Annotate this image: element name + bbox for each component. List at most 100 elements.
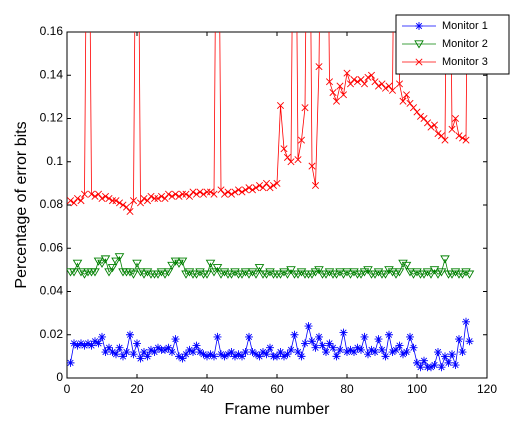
marker bbox=[220, 352, 229, 361]
marker bbox=[84, 339, 92, 348]
marker bbox=[434, 130, 442, 138]
y-tick-label: 0.1 bbox=[46, 154, 63, 168]
marker bbox=[416, 363, 425, 372]
marker bbox=[437, 132, 446, 140]
marker bbox=[444, 358, 453, 367]
marker bbox=[308, 337, 316, 346]
marker bbox=[70, 339, 78, 348]
marker bbox=[276, 102, 285, 110]
marker bbox=[324, 268, 335, 277]
marker bbox=[451, 361, 460, 370]
marker bbox=[378, 345, 386, 354]
marker bbox=[395, 80, 404, 88]
marker bbox=[339, 328, 348, 337]
marker bbox=[371, 78, 379, 86]
marker bbox=[325, 339, 334, 348]
marker bbox=[283, 350, 292, 359]
marker bbox=[346, 80, 355, 88]
marker bbox=[297, 136, 306, 144]
marker bbox=[91, 337, 99, 346]
marker bbox=[374, 82, 383, 90]
marker bbox=[135, 268, 146, 277]
marker bbox=[108, 197, 117, 205]
marker bbox=[282, 270, 293, 279]
marker bbox=[175, 352, 183, 361]
marker bbox=[150, 348, 159, 357]
marker bbox=[142, 268, 153, 277]
marker bbox=[350, 76, 358, 84]
marker bbox=[388, 86, 397, 94]
marker bbox=[119, 352, 127, 361]
marker bbox=[98, 332, 106, 341]
marker bbox=[436, 268, 447, 277]
marker bbox=[67, 358, 75, 367]
marker bbox=[357, 76, 365, 84]
marker bbox=[147, 345, 155, 354]
marker bbox=[93, 257, 104, 266]
marker bbox=[128, 270, 139, 279]
marker bbox=[224, 350, 232, 359]
legend-box bbox=[395, 14, 510, 75]
marker bbox=[227, 348, 236, 357]
y-tick-label: 0.14 bbox=[40, 67, 64, 81]
marker bbox=[105, 343, 113, 352]
marker bbox=[318, 341, 327, 350]
x-axis-label: Frame number bbox=[225, 401, 331, 418]
marker bbox=[391, 270, 401, 279]
marker bbox=[338, 270, 349, 279]
marker bbox=[343, 348, 351, 357]
marker bbox=[329, 343, 337, 352]
marker bbox=[178, 190, 187, 198]
marker bbox=[307, 270, 317, 279]
marker bbox=[367, 71, 376, 79]
marker bbox=[429, 266, 440, 275]
marker bbox=[125, 268, 135, 277]
marker bbox=[265, 268, 275, 277]
marker bbox=[100, 255, 111, 264]
marker bbox=[248, 348, 257, 357]
marker bbox=[402, 348, 411, 357]
marker bbox=[296, 268, 307, 277]
marker bbox=[458, 348, 467, 357]
marker bbox=[385, 82, 393, 90]
marker bbox=[287, 345, 295, 354]
legend-label: Monitor 2 bbox=[442, 38, 488, 50]
marker bbox=[170, 257, 181, 266]
marker bbox=[332, 97, 341, 105]
marker bbox=[420, 356, 428, 365]
marker bbox=[350, 348, 358, 357]
marker bbox=[238, 352, 246, 361]
y-axis-label: Percentage of error bits bbox=[13, 121, 30, 288]
marker bbox=[455, 335, 463, 344]
marker bbox=[219, 268, 230, 277]
marker bbox=[227, 190, 236, 198]
marker bbox=[356, 270, 366, 279]
marker bbox=[342, 268, 352, 277]
marker bbox=[280, 352, 288, 361]
marker bbox=[374, 335, 383, 344]
marker bbox=[182, 190, 190, 198]
marker bbox=[129, 350, 138, 359]
marker bbox=[378, 80, 386, 88]
marker bbox=[311, 182, 320, 190]
marker bbox=[154, 194, 162, 203]
y-tick-label: 0.06 bbox=[40, 240, 64, 254]
marker bbox=[455, 132, 463, 140]
marker bbox=[290, 330, 299, 339]
marker bbox=[73, 341, 82, 350]
marker bbox=[437, 363, 446, 372]
marker bbox=[97, 259, 107, 268]
series-layer bbox=[67, 32, 475, 372]
marker bbox=[346, 345, 355, 354]
marker bbox=[457, 270, 468, 279]
marker bbox=[426, 270, 436, 279]
marker bbox=[122, 203, 131, 211]
marker bbox=[359, 268, 370, 277]
marker bbox=[129, 197, 138, 205]
marker bbox=[101, 348, 110, 357]
marker bbox=[401, 261, 412, 271]
marker bbox=[430, 361, 439, 370]
marker bbox=[167, 261, 177, 271]
marker bbox=[77, 197, 85, 205]
